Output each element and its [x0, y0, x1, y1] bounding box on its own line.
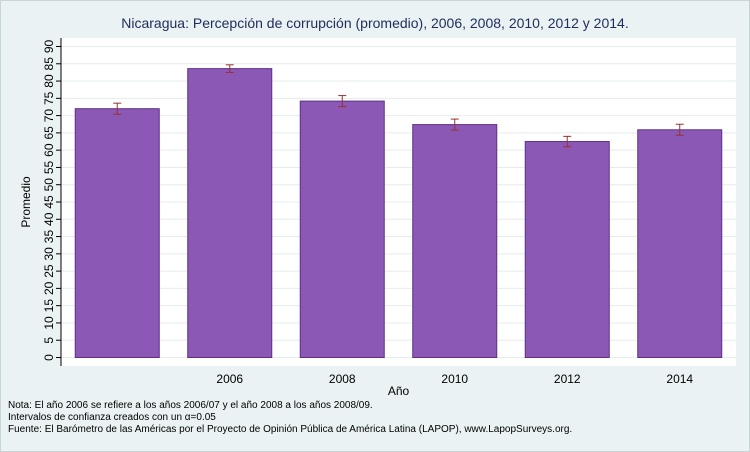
- x-tick-label: 2008: [329, 372, 356, 386]
- bar-chart: 0 5 10 15 20 25 30 35 40 45 50 55 60 65 70 75 80 85 90 Prom…: [19, 38, 736, 398]
- y-tick-label: 5: [42, 337, 56, 344]
- y-tick-label: 90: [42, 40, 56, 54]
- y-tick-label: 60: [42, 143, 56, 157]
- y-tick-label: 15: [42, 299, 56, 313]
- y-tick-label: 10: [42, 316, 56, 330]
- x-tick-label: 2006: [216, 372, 243, 386]
- note-years: Nota: El año 2006 se refiere a los años …: [8, 400, 373, 411]
- bar: [299, 100, 385, 358]
- y-tick-label: 70: [42, 109, 56, 123]
- y-tick-label: 40: [42, 212, 56, 226]
- y-tick-label: 85: [42, 57, 56, 71]
- chart-notes: Nota: El año 2006 se refiere a los años …: [8, 400, 572, 436]
- note-confidence: Intervalos de confianza creados con un α…: [8, 412, 216, 423]
- y-tick-label: 45: [42, 195, 56, 209]
- y-tick-label: 0: [42, 354, 56, 361]
- y-tick-label: 20: [42, 281, 56, 295]
- bar: [637, 129, 723, 358]
- y-tick-label: 50: [42, 178, 56, 192]
- x-tick-label: 2014: [666, 372, 693, 386]
- y-tick-label: 65: [42, 126, 56, 140]
- y-tick-label: 75: [42, 91, 56, 105]
- bar: [412, 124, 498, 359]
- x-tick-label: 2012: [554, 372, 581, 386]
- bar: [524, 141, 610, 358]
- y-tick-label: 30: [42, 247, 56, 261]
- y-tick-label: 80: [42, 74, 56, 88]
- bar: [74, 108, 160, 358]
- x-axis-title: Año: [388, 384, 410, 398]
- y-tick-label: 25: [42, 264, 56, 278]
- y-tick-label: 35: [42, 230, 56, 244]
- bar: [187, 68, 273, 358]
- y-axis-title: Promedio: [19, 176, 33, 228]
- note-source: Fuente: El Barómetro de las Américas por…: [8, 424, 573, 435]
- y-tick-label: 55: [42, 160, 56, 174]
- chart-title: Nicaragua: Percepción de corrupción (pro…: [121, 15, 629, 31]
- x-tick-label: 2010: [441, 372, 468, 386]
